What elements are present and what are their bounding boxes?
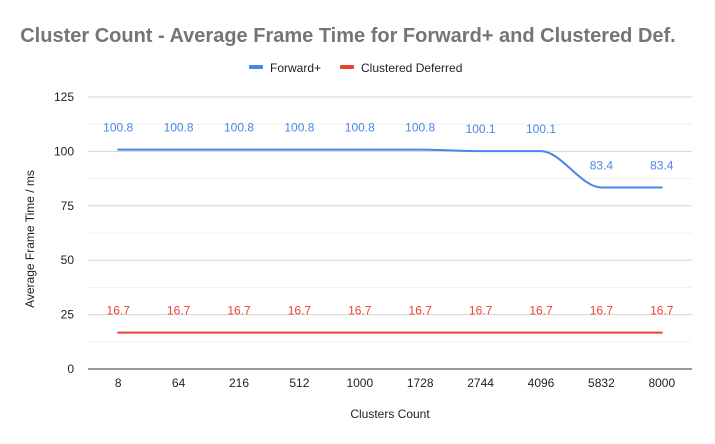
legend-item-forward-plus[interactable]: Forward+ [249,61,321,75]
y-axis-label: Average Frame Time / ms [23,170,37,308]
data-point[interactable] [600,331,603,334]
data-point[interactable] [177,331,180,334]
data-point[interactable] [419,331,422,334]
data-point[interactable] [419,148,422,151]
data-label: 16.7 [288,304,312,318]
data-label: 100.8 [224,121,254,135]
data-label: 100.8 [284,121,314,135]
y-tick-label: 125 [54,90,74,104]
x-tick-label: 2744 [467,376,494,390]
data-point[interactable] [540,150,543,153]
y-tick-label: 25 [61,308,75,322]
x-tick-label: 512 [289,376,309,390]
data-label: 100.1 [526,122,556,136]
data-label: 16.7 [469,304,493,318]
legend-label-clustered-deferred: Clustered Deferred [361,61,462,75]
legend-swatch-forward-plus [249,65,263,69]
data-label: 16.7 [167,304,191,318]
data-point[interactable] [660,331,663,334]
data-point[interactable] [298,148,301,151]
chart-title: Cluster Count - Average Frame Time for F… [20,25,676,47]
series-line-forward-plus [117,148,663,189]
data-label: 100.8 [345,121,375,135]
data-point[interactable] [117,331,120,334]
data-label: 100.8 [164,121,194,135]
data-point[interactable] [479,331,482,334]
x-tick-label: 1000 [346,376,373,390]
data-label: 16.7 [409,304,433,318]
x-tick-label: 4096 [528,376,555,390]
data-label: 100.8 [103,121,133,135]
x-tick-label: 5832 [588,376,615,390]
data-point[interactable] [358,331,361,334]
data-label: 16.7 [529,304,553,318]
data-labels: 100.8 100.8 100.8 100.8 100.8 100.8 100.1 100.1… [103,121,674,318]
data-label: 16.7 [590,304,614,318]
x-axis-label: Clusters Count [350,407,430,421]
x-axis-ticks: 8 64 216 512 1000 1728 2744 4096 5832 8000 [115,376,676,390]
data-point[interactable] [479,150,482,153]
legend-swatch-clustered-deferred [340,65,354,69]
data-point[interactable] [117,148,120,151]
legend-label-forward-plus: Forward+ [270,61,321,75]
x-tick-label: 8000 [648,376,675,390]
data-label: 83.4 [590,159,614,173]
x-tick-label: 1728 [407,376,434,390]
x-tick-label: 8 [115,376,122,390]
data-label: 16.7 [227,304,251,318]
data-label: 100.8 [405,121,435,135]
data-label: 100.1 [466,122,496,136]
data-point[interactable] [298,331,301,334]
data-point[interactable] [358,148,361,151]
data-point[interactable] [540,331,543,334]
data-label: 16.7 [348,304,372,318]
data-label: 16.7 [107,304,131,318]
gridlines [88,96,692,370]
legend: Forward+ Clustered Deferred [249,61,462,75]
x-tick-label: 216 [229,376,249,390]
data-label: 16.7 [650,304,674,318]
y-tick-label: 50 [61,253,75,267]
data-point[interactable] [660,186,663,189]
data-point[interactable] [177,148,180,151]
data-label: 83.4 [650,159,674,173]
data-point[interactable] [238,331,241,334]
y-tick-label: 100 [54,144,74,158]
legend-item-clustered-deferred[interactable]: Clustered Deferred [340,61,462,75]
data-point[interactable] [238,148,241,151]
x-tick-label: 64 [172,376,186,390]
y-axis-ticks: 0 25 50 75 100 125 [54,90,74,376]
data-point[interactable] [600,186,603,189]
series-lines [117,148,663,334]
y-tick-label: 0 [67,362,74,376]
y-tick-label: 75 [61,199,75,213]
